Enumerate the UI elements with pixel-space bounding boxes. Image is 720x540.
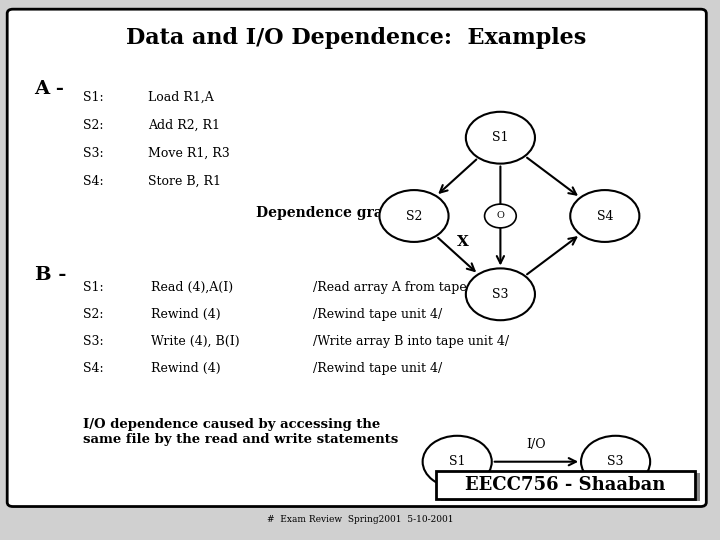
Text: Rewind (4): Rewind (4) bbox=[151, 308, 221, 321]
Text: S1: S1 bbox=[449, 455, 465, 468]
Text: S3: S3 bbox=[608, 455, 624, 468]
Text: /Read array A from tape unit 4/: /Read array A from tape unit 4/ bbox=[313, 281, 512, 294]
Circle shape bbox=[379, 190, 449, 242]
Text: /Rewind tape unit 4/: /Rewind tape unit 4/ bbox=[313, 362, 443, 375]
Text: S3:: S3: bbox=[83, 335, 104, 348]
Text: Rewind (4): Rewind (4) bbox=[151, 362, 221, 375]
Text: O: O bbox=[497, 212, 504, 220]
Text: S3:: S3: bbox=[83, 147, 104, 160]
Text: S2:: S2: bbox=[83, 119, 103, 132]
Text: /Write array B into tape unit 4/: /Write array B into tape unit 4/ bbox=[313, 335, 509, 348]
Text: S4:: S4: bbox=[83, 362, 104, 375]
Text: S1:: S1: bbox=[83, 91, 104, 104]
Text: Read (4),A(I): Read (4),A(I) bbox=[151, 281, 233, 294]
Circle shape bbox=[485, 204, 516, 228]
Text: Add R2, R1: Add R2, R1 bbox=[148, 119, 220, 132]
Text: EECC756 - Shaaban: EECC756 - Shaaban bbox=[465, 476, 665, 494]
Text: Move R1, R3: Move R1, R3 bbox=[148, 147, 230, 160]
Text: S1: S1 bbox=[492, 131, 508, 144]
Text: Dependence graph: Dependence graph bbox=[256, 206, 402, 220]
FancyBboxPatch shape bbox=[436, 471, 695, 499]
Circle shape bbox=[466, 268, 535, 320]
Text: B -: B - bbox=[35, 266, 66, 285]
Text: S4: S4 bbox=[597, 210, 613, 222]
Text: S3: S3 bbox=[492, 288, 508, 301]
Circle shape bbox=[570, 190, 639, 242]
Text: I/O: I/O bbox=[526, 438, 546, 451]
Circle shape bbox=[581, 436, 650, 488]
FancyBboxPatch shape bbox=[7, 9, 706, 507]
Text: Load R1,A: Load R1,A bbox=[148, 91, 213, 104]
Text: S1:: S1: bbox=[83, 281, 104, 294]
Text: S2: S2 bbox=[406, 210, 422, 222]
Text: Store B, R1: Store B, R1 bbox=[148, 175, 220, 188]
Circle shape bbox=[466, 112, 535, 164]
Text: I/O dependence caused by accessing the
same file by the read and write statement: I/O dependence caused by accessing the s… bbox=[83, 418, 398, 446]
Text: S2:: S2: bbox=[83, 308, 103, 321]
Text: /Rewind tape unit 4/: /Rewind tape unit 4/ bbox=[313, 308, 443, 321]
Text: A -: A - bbox=[35, 80, 64, 98]
Text: Write (4), B(I): Write (4), B(I) bbox=[151, 335, 240, 348]
Text: #  Exam Review  Spring2001  5-10-2001: # Exam Review Spring2001 5-10-2001 bbox=[266, 515, 454, 524]
Text: S4:: S4: bbox=[83, 175, 104, 188]
Text: X: X bbox=[457, 235, 469, 248]
FancyBboxPatch shape bbox=[441, 473, 700, 501]
Circle shape bbox=[423, 436, 492, 488]
Text: Data and I/O Dependence:  Examples: Data and I/O Dependence: Examples bbox=[126, 27, 587, 49]
